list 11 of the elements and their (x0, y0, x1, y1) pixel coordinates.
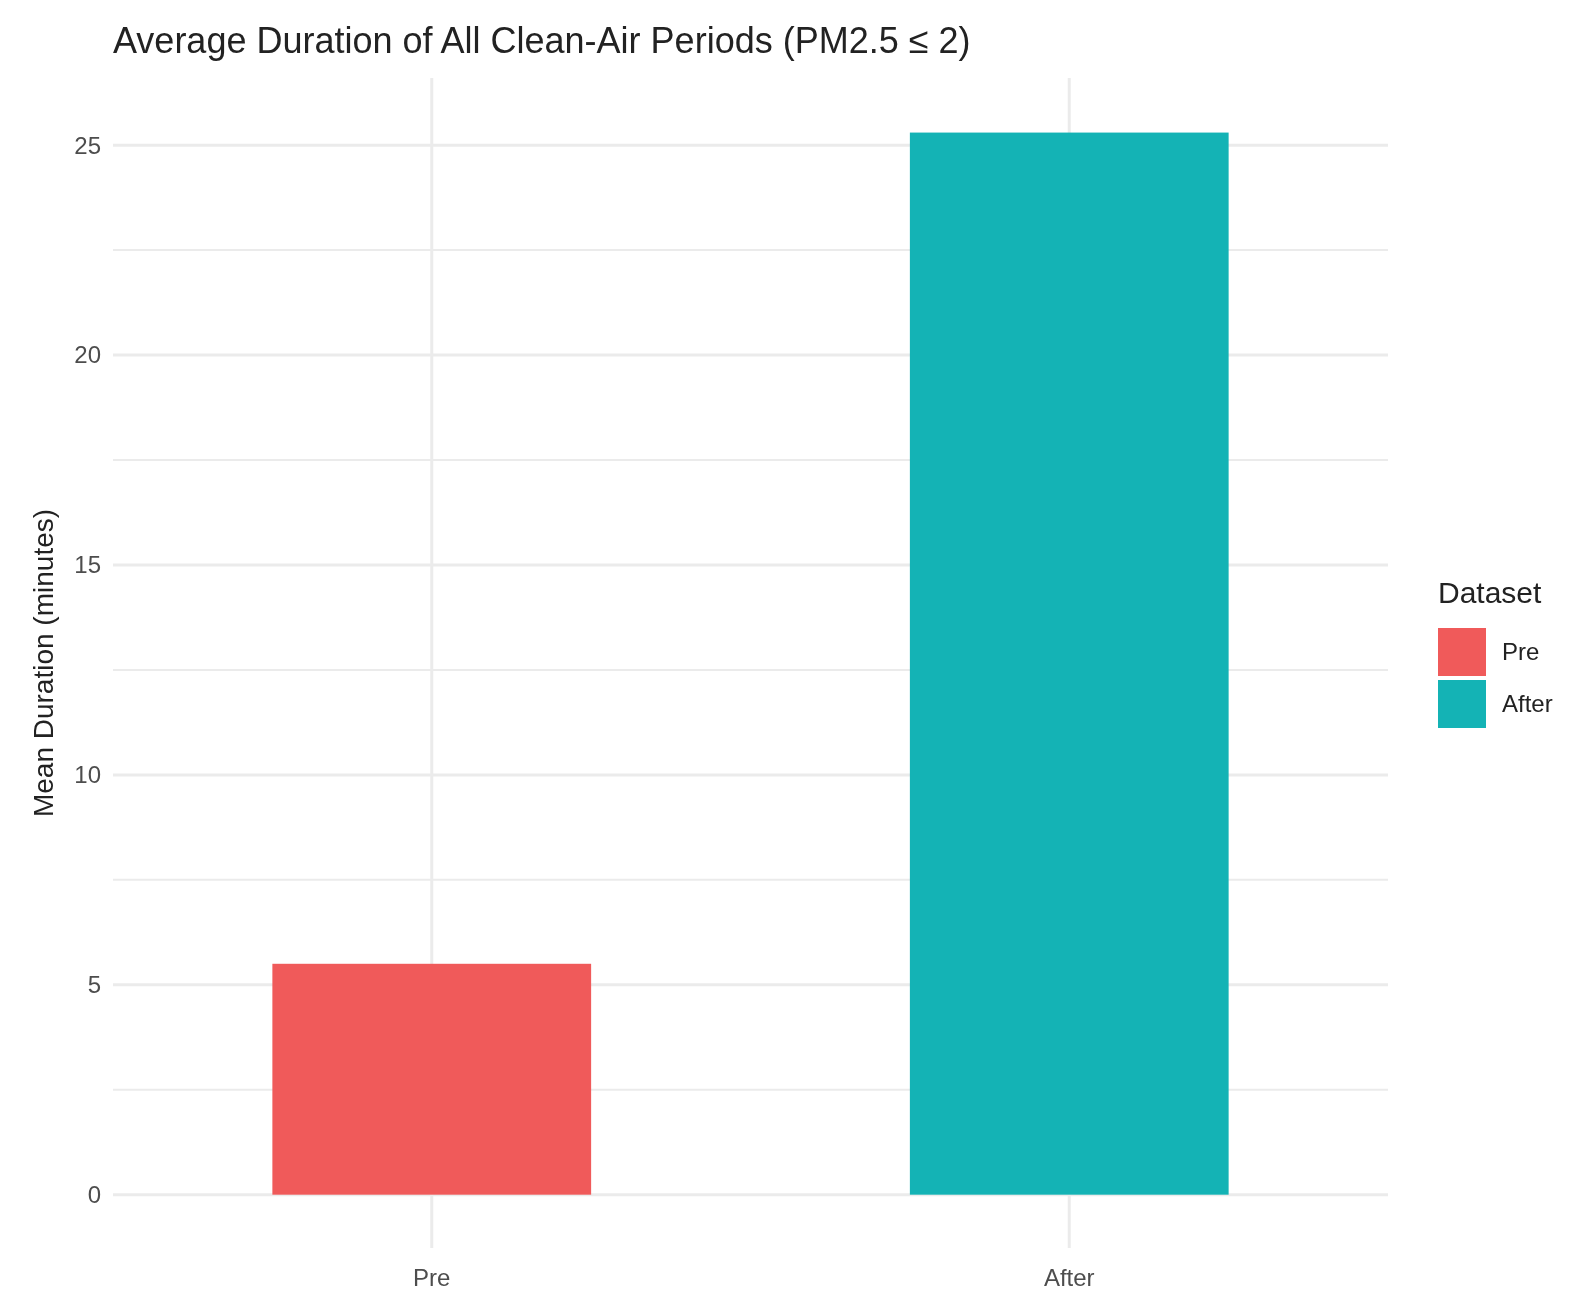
y-tick-label: 5 (87, 971, 101, 999)
legend-title: Dataset (1438, 576, 1543, 609)
y-axis-title: Mean Duration (minutes) (28, 508, 59, 818)
chart-title: Average Duration of All Clean-Air Periods (PM2.5 ≤ 2) (113, 20, 971, 61)
y-tick-label: 20 (74, 341, 101, 369)
y-tick-label: 0 (87, 1181, 101, 1209)
y-tick-label: 10 (74, 761, 101, 789)
legend-label: After (1502, 690, 1553, 718)
y-tick-label: 25 (74, 131, 101, 159)
legend-label: Pre (1502, 638, 1540, 666)
y-tick-label: 15 (74, 551, 101, 579)
